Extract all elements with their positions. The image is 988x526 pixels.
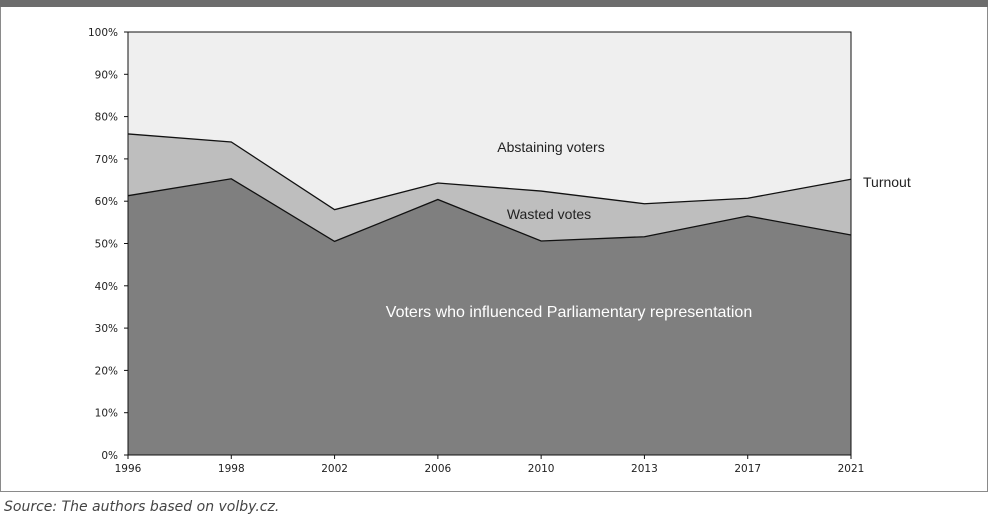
y-tick-label: 100% bbox=[88, 27, 118, 39]
x-tick-label: 2017 bbox=[734, 463, 761, 475]
y-tick-label: 50% bbox=[95, 239, 118, 251]
annotation-turnout: Turnout bbox=[863, 174, 911, 190]
annotation-abstaining: Abstaining voters bbox=[497, 139, 604, 155]
y-tick-label: 60% bbox=[95, 196, 118, 208]
x-tick-label: 2010 bbox=[528, 463, 555, 475]
area-chart: 0% 10% 20% 30% 40% 50% 60% 70% 80% 90% 100% 1996 19… bbox=[88, 27, 911, 475]
header-band bbox=[0, 0, 988, 7]
area-abstaining bbox=[128, 32, 851, 210]
y-tick-label: 10% bbox=[95, 408, 118, 420]
annotation-influenced: Voters who influenced Parliamentary repr… bbox=[386, 304, 752, 321]
x-tick-label: 2006 bbox=[424, 463, 451, 475]
y-tick-label: 70% bbox=[95, 154, 118, 166]
source-note: Source: The authors based on volby.cz. bbox=[4, 499, 280, 515]
area-influenced bbox=[128, 178, 851, 455]
x-tick-label: 2021 bbox=[838, 463, 865, 475]
x-tick-label: 2002 bbox=[321, 463, 348, 475]
y-tick-label: 40% bbox=[95, 281, 118, 293]
y-tick-label: 0% bbox=[101, 450, 118, 462]
y-tick-label: 30% bbox=[95, 323, 118, 335]
x-tick-label: 2013 bbox=[631, 463, 658, 475]
y-tick-label: 80% bbox=[95, 112, 118, 124]
y-tick-label: 90% bbox=[95, 69, 118, 81]
boundary-influenced-line bbox=[127, 178, 852, 243]
x-tick-label: 1996 bbox=[115, 463, 142, 475]
y-tick-label: 20% bbox=[95, 365, 118, 377]
turnout-line bbox=[127, 133, 852, 211]
x-tick-label: 1998 bbox=[218, 463, 245, 475]
annotation-wasted: Wasted votes bbox=[507, 206, 591, 222]
